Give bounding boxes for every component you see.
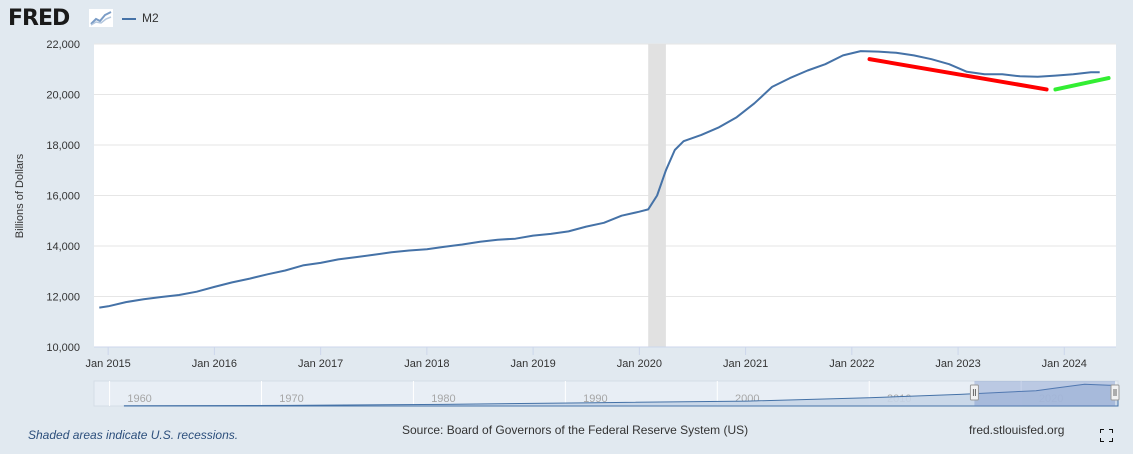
y-axis-label: Billions of Dollars (14, 153, 26, 238)
x-tick-label: Jan 2018 (404, 358, 449, 370)
downtrend-line (867, 57, 1049, 92)
fred-logo[interactable]: FRED (8, 6, 70, 31)
x-tick-label: Jan 2023 (935, 358, 980, 370)
y-tick-label: 10,000 (46, 342, 80, 354)
recession-note: Shaded areas indicate U.S. recessions. (28, 428, 239, 442)
y-tick-label: 18,000 (46, 140, 80, 152)
source-text: Source: Board of Governors of the Federa… (402, 423, 749, 437)
x-axis-ticks: Jan 2015 Jan 2016 Jan 2017 Jan 2018 Jan 2019… (86, 346, 1116, 370)
navigator-tick-label: 1960 (127, 393, 151, 405)
x-tick-label: Jan 2024 (1042, 358, 1087, 370)
x-tick-label: Jan 2022 (829, 358, 874, 370)
y-tick-label: 20,000 (46, 90, 80, 102)
navigator-tick-label: 1970 (279, 393, 303, 405)
chart-line-icon (89, 9, 113, 27)
x-tick-label: Jan 2016 (192, 358, 237, 370)
y-tick-label: 12,000 (46, 292, 80, 304)
navigator-tick-label: 1980 (431, 393, 455, 405)
x-tick-label: Jan 2017 (298, 358, 343, 370)
y-tick-label: 16,000 (46, 191, 80, 203)
x-tick-label: Jan 2015 (86, 358, 131, 370)
navigator: 1960197019801990200020102020 (93, 380, 1120, 407)
x-tick-label: Jan 2020 (617, 358, 662, 370)
x-tick-label: Jan 2019 (510, 358, 555, 370)
legend: M2 (122, 11, 159, 25)
navigator-handle-right[interactable] (1110, 384, 1120, 401)
fullscreen-icon[interactable] (1100, 429, 1113, 442)
y-axis-ticks: 10,000 12,000 14,000 16,000 18,000 20,000 22,0… (46, 39, 80, 354)
legend-line-swatch (122, 17, 136, 20)
uptrend-line (1053, 76, 1111, 92)
site-link[interactable]: fred.stlouisfed.org (969, 423, 1065, 437)
navigator-selection[interactable] (974, 381, 1115, 406)
y-tick-label: 14,000 (46, 241, 80, 253)
legend-label: M2 (142, 11, 159, 25)
x-tick-label: Jan 2021 (723, 358, 768, 370)
navigator-tick-label: 1990 (583, 393, 607, 405)
trend-annotations (867, 57, 1111, 92)
y-tick-label: 22,000 (46, 39, 80, 51)
series-lines (99, 50, 1100, 309)
navigator-handle-left[interactable] (969, 384, 979, 401)
series-line-m2[interactable] (99, 50, 1100, 309)
